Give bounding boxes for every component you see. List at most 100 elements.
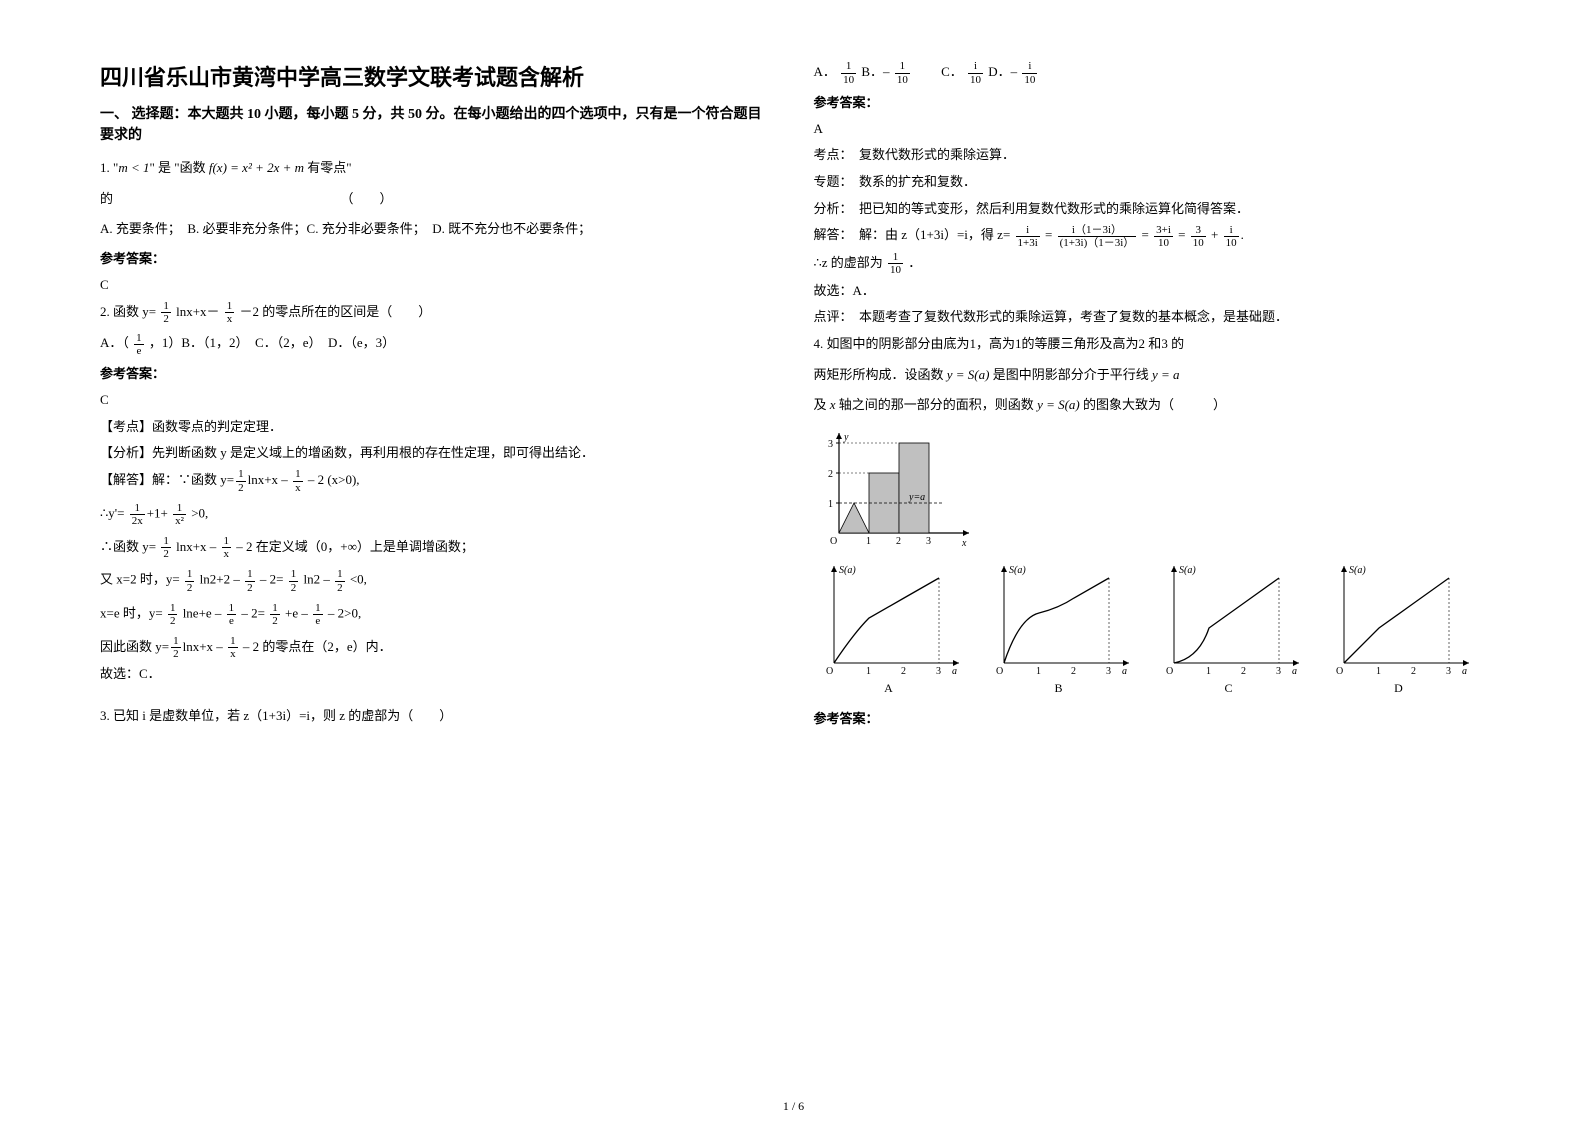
q2-xe-f1: 12 [168,602,178,627]
q2-x2-mid: ln2+2 – [200,572,243,587]
q3-imag-pre: ∴z 的虚部为 [814,255,883,270]
svg-text:1: 1 [828,499,833,510]
q3-optA-frac: 110 [841,60,856,85]
q2-concl: 因此函数 y=12lnx+x – 1x – 2 的零点在（2，e）内． [100,635,774,661]
q2-stem: 2. 函数 y= 12 lnx+x－ 1x －2 的零点所在的区间是（ ） [100,300,774,326]
q3-options: A． 110 B．– 110 C． i10 D．– i10 [814,60,1488,86]
q3-eq-f1: i1+3i [1016,224,1040,249]
q2-concl-f2: 1x [228,635,238,660]
q2-xe-f4: 1e [313,602,323,627]
q2-sol-label: 【解答】解：∵函数 [100,472,217,487]
q2-xe-post: – 2>0, [328,605,361,620]
q2-x2-post: <0, [350,572,367,587]
q4-option-d: S(a) O 1 2 3 a D [1324,558,1474,698]
q4-option-a-label: A [884,681,893,696]
svg-text:O: O [826,666,833,677]
q2-options: A．（ 1e ，1）B．（1，2） C．（2，e） D．（e，3） [100,331,774,357]
q3-eq-eq1: = [1045,227,1056,242]
q1-answer: C [100,273,774,298]
q2-mono-post: lnx+x – [176,539,219,554]
q4-option-c-label: C [1224,681,1232,696]
q3-imag-frac: 110 [888,251,903,276]
svg-text:3: 3 [926,536,931,547]
q1-post: 有零点" [304,160,352,175]
svg-text:S(a): S(a) [1009,565,1026,576]
q2-sol-f1: 12 [236,468,246,493]
q2-xe-mid2: – 2= [241,605,268,620]
q2-x2-f3: 12 [289,568,299,593]
page-number: 1 / 6 [783,1099,804,1114]
q3-eq-plus: + [1211,227,1218,242]
q3-final: 故选：A． [814,279,1488,304]
q1-fn: f(x) = x² + 2x + m [209,160,304,175]
q3-eq-f5: i10 [1224,224,1239,249]
q3-point: 考点： 复数代数形式的乘除运算． [814,143,1488,168]
svg-text:S(a): S(a) [1349,565,1366,576]
q2-point: 【考点】函数零点的判定定理． [100,415,774,440]
q3-imag-post: ． [908,255,921,270]
svg-text:3: 3 [828,439,833,450]
q2-xe: x=e 时，y= 12 lne+e – 1e – 2= 12 +e – 1e –… [100,602,774,627]
q2-answer: C [100,388,774,413]
svg-text:O: O [996,666,1003,677]
q2-deriv-f1: 12x [130,502,145,527]
svg-text:2: 2 [901,666,906,677]
q3-eq-f2: i（1－3i）(1+3i)（1－3i） [1058,224,1137,249]
svg-text:O: O [1336,666,1343,677]
left-column: 四川省乐山市黄湾中学高三数学文联考试题含解析 一、 选择题：本大题共 10 小题… [100,60,774,735]
q3-optC-pre: C． [915,64,963,79]
svg-text:S(a): S(a) [1179,565,1196,576]
q2-xe-mid3: +e – [285,605,311,620]
q2-sol-1: 【解答】解：∵函数 y=12lnx+x – 1x – 2 (x>0), [100,468,774,494]
q2-deriv-post: >0, [191,505,208,520]
q2-optA-pre: A．（ [100,335,129,350]
svg-text:3: 3 [936,666,941,677]
svg-text:2: 2 [828,469,833,480]
q4-option-b: S(a) O 1 2 3 a B [984,558,1134,698]
q1-options: A. 充要条件； B. 必要非充分条件；C. 充分非必要条件； D. 既不充分也… [100,217,774,242]
q2-concl-post: 的零点在（2，e）内． [262,639,391,654]
svg-text:3: 3 [1276,666,1281,677]
q2-mono-end: – 2 在定义域（0，+∞）上是单调增函数； [236,539,474,554]
svg-text:1: 1 [1036,666,1041,677]
svg-text:y=a: y=a [908,492,925,503]
q2-opts-rest: ，1）B．（1，2） C．（2，e） D．（e，3） [149,335,395,350]
svg-text:2: 2 [1241,666,1246,677]
svg-text:1: 1 [866,666,871,677]
svg-text:a: a [1122,666,1127,677]
q2-ref-label: 参考答案： [100,363,774,382]
q4-line2: 两矩形所构成．设函数 y = S(a) 是图中阴影部分介于平行线 y = a [814,363,1488,388]
q4-option-b-label: B [1054,681,1062,696]
q4-ref-label: 参考答案： [814,708,1488,727]
q3-optD-pre: D．– [988,64,1017,79]
q2-sol-f2: 1x [293,468,303,493]
q3-analysis: 分析： 把已知的等式变形，然后利用复数代数形式的乘除运算化简得答案． [814,197,1488,222]
svg-text:1: 1 [1206,666,1211,677]
svg-text:a: a [1462,666,1467,677]
svg-text:a: a [1292,666,1297,677]
right-column: A． 110 B．– 110 C． i10 D．– i10 参考答案： A 考点… [814,60,1488,735]
page-title: 四川省乐山市黄湾中学高三数学文联考试题含解析 [100,60,774,92]
q4-option-a: S(a) O 1 2 3 a A [814,558,964,698]
q3-answer: A [814,117,1488,142]
q2-final: 故选：C． [100,662,774,687]
q1-mid: " 是 "函数 [149,160,208,175]
q2-sol-fn1: (x>0), [327,472,359,487]
q2-concl-f1: 12 [171,635,181,660]
svg-text:y: y [843,432,849,443]
q3-eq-f4: 310 [1191,224,1206,249]
svg-text:2: 2 [1071,666,1076,677]
q2-frac-half: 12 [161,300,171,325]
q3-solution: 解答： 解：由 z（1+3i）=i，得 z= i1+3i = i（1－3i）(1… [814,223,1488,249]
svg-text:S(a): S(a) [839,565,856,576]
q1-pre: 1. " [100,160,118,175]
section-header: 一、 选择题：本大题共 10 小题，每小题 5 分，共 50 分。在每小题给出的… [100,104,774,146]
q2-xe-f2: 1e [227,602,237,627]
q4-line1: 4. 如图中的阴影部分由底为1，高为1的等腰三角形及高为2 和3 的 [814,332,1488,357]
svg-text:2: 2 [896,536,901,547]
q3-comment: 点评： 本题考查了复数代数形式的乘除运算，考查了复数的基本概念，是基础题． [814,305,1488,330]
q4-diagram-svg: 1 2 3 O 1 2 3 x y y=a [814,428,974,548]
q4-shaded-diagram: 1 2 3 O 1 2 3 x y y=a [814,428,974,548]
q2-x2-f4: 12 [335,568,345,593]
q2-frac-1x: 1x [225,300,235,325]
